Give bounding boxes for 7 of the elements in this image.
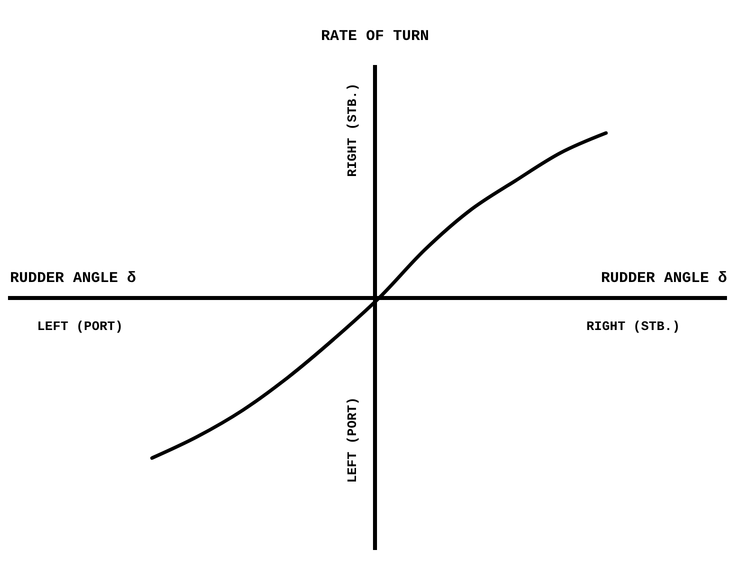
chart-title: RATE OF TURN (320, 28, 430, 45)
x-axis-title: RUDDER ANGLE δ (10, 270, 136, 287)
annotation: RIGHT (STB.) (345, 83, 360, 177)
annotation: RUDDER ANGLE δ (600, 270, 727, 287)
text: LEFT (PORT) (37, 319, 123, 334)
annotation: LEFT (PORT) (345, 397, 360, 483)
annotation: RIGHT (STB.) (586, 319, 680, 334)
